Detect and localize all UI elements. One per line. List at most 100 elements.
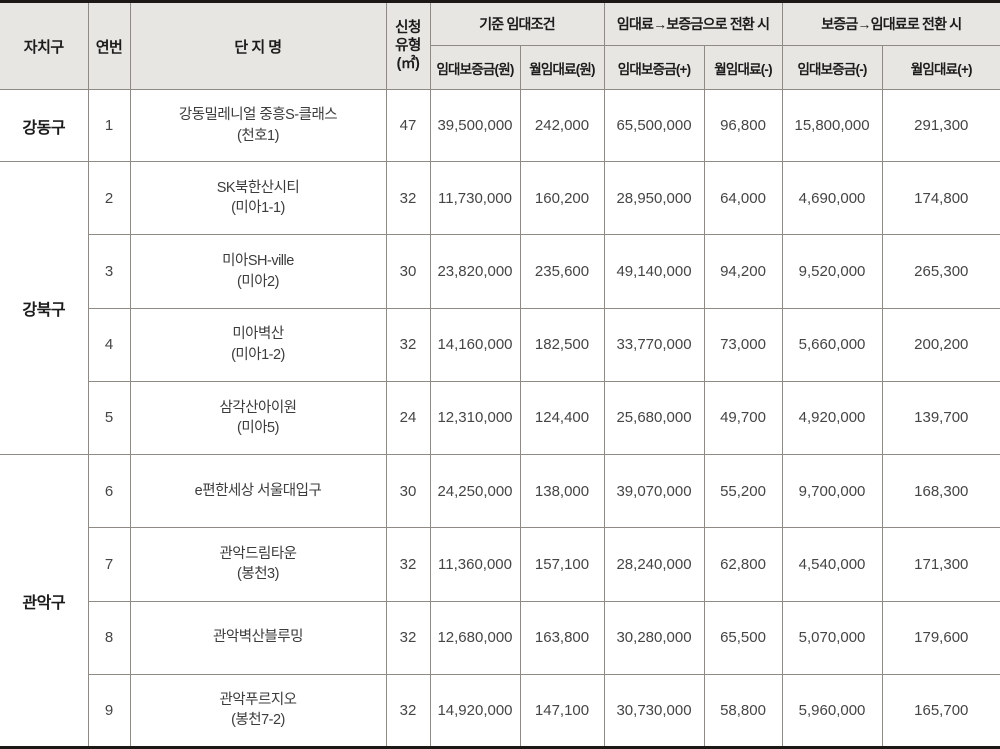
- cell-base-deposit: 11,730,000: [429, 161, 521, 236]
- cell-base-deposit: 24,250,000: [429, 454, 521, 529]
- cell-complex-name: e편한세상 서울대입구: [129, 454, 387, 529]
- cell-conv-deposit-plus: 39,070,000: [603, 454, 705, 529]
- cell-complex-name: 미아벽산 (미아1-2): [129, 307, 387, 382]
- cell-area-type: 47: [385, 88, 431, 163]
- cell-conv-deposit-plus: 28,950,000: [603, 161, 705, 236]
- cell-conv-rent-plus: 168,300: [881, 454, 1000, 529]
- cell-conv-deposit-minus: 9,520,000: [781, 234, 883, 309]
- header-conv-rent-minus: 월임대료(-): [703, 45, 783, 90]
- cell-base-deposit: 12,680,000: [429, 600, 521, 675]
- cell-row-number: 8: [87, 600, 131, 675]
- cell-conv-deposit-plus: 49,140,000: [603, 234, 705, 309]
- cell-complex-name: SK북한산시티 (미아1-1): [129, 161, 387, 236]
- cell-complex-name: 관악드림타운 (봉천3): [129, 527, 387, 602]
- table-row: 강동구 1 강동밀레니얼 중흥S-클래스 (천호1) 47 39,500,000…: [0, 88, 1000, 163]
- cell-row-number: 4: [87, 307, 131, 382]
- cell-base-rent: 235,600: [519, 234, 605, 309]
- cell-conv-deposit-minus: 5,070,000: [781, 600, 883, 675]
- cell-row-number: 9: [87, 673, 131, 749]
- cell-complex-name: 미아SH-ville (미아2): [129, 234, 387, 309]
- cell-area-type: 32: [385, 600, 431, 675]
- cell-area-type: 30: [385, 454, 431, 529]
- cell-conv-deposit-plus: 30,280,000: [603, 600, 705, 675]
- cell-conv-deposit-plus: 25,680,000: [603, 380, 705, 456]
- cell-conv-deposit-plus: 33,770,000: [603, 307, 705, 382]
- cell-area-type: 24: [385, 380, 431, 456]
- cell-base-rent: 138,000: [519, 454, 605, 529]
- cell-row-number: 6: [87, 454, 131, 529]
- cell-base-deposit: 39,500,000: [429, 88, 521, 163]
- header-conv-deposit-minus: 임대보증금(-): [781, 45, 883, 90]
- header-row-top: 자치구 연번 단 지 명 신청 유형 (㎡) 기준 임대조건 임대료→보증금으로…: [0, 1, 1000, 90]
- header-group-deposit-to-rent: 보증금→임대료로 전환 시: [781, 1, 1000, 46]
- cell-conv-rent-plus: 179,600: [881, 600, 1000, 675]
- table-row: 4 미아벽산 (미아1-2) 32 14,160,000 182,500 33,…: [0, 307, 1000, 382]
- cell-area-type: 32: [385, 673, 431, 749]
- cell-conv-deposit-minus: 4,920,000: [781, 380, 883, 456]
- cell-complex-name: 강동밀레니얼 중흥S-클래스 (천호1): [129, 88, 387, 163]
- cell-conv-deposit-minus: 15,800,000: [781, 88, 883, 163]
- header-row-sub: 임대보증금(원) 월임대료(원) 임대보증금(+) 월임대료(-) 임대보증금(…: [0, 45, 1000, 90]
- cell-conv-rent-plus: 165,700: [881, 673, 1000, 749]
- cell-base-rent: 242,000: [519, 88, 605, 163]
- cell-conv-rent-plus: 291,300: [881, 88, 1000, 163]
- cell-district: 관악구: [0, 454, 89, 748]
- cell-row-number: 2: [87, 161, 131, 236]
- cell-conv-rent-plus: 139,700: [881, 380, 1000, 456]
- table-row: 관악구 6 e편한세상 서울대입구 30 24,250,000 138,000 …: [0, 454, 1000, 748]
- header-base-deposit: 임대보증금(원): [429, 45, 521, 90]
- cell-area-type: 32: [385, 307, 431, 382]
- cell-complex-name: 관악푸르지오 (봉천7-2): [129, 673, 387, 749]
- cell-conv-rent-plus: 265,300: [881, 234, 1000, 309]
- cell-row-number: 7: [87, 527, 131, 602]
- cell-conv-rent-minus: 64,000: [703, 161, 783, 236]
- header-district: 자치구: [0, 1, 89, 90]
- cell-conv-deposit-plus: 65,500,000: [603, 88, 705, 163]
- table-header: 자치구 연번 단 지 명 신청 유형 (㎡) 기준 임대조건 임대료→보증금으로…: [0, 1, 1000, 90]
- cell-conv-deposit-minus: 4,540,000: [781, 527, 883, 602]
- cell-base-deposit: 11,360,000: [429, 527, 521, 602]
- cell-base-rent: 157,100: [519, 527, 605, 602]
- cell-conv-deposit-minus: 4,690,000: [781, 161, 883, 236]
- cell-row-number: 5: [87, 380, 131, 456]
- table-row: 3 미아SH-ville (미아2) 30 23,820,000 235,600…: [0, 234, 1000, 309]
- header-row-number: 연번: [87, 1, 131, 90]
- cell-conv-deposit-minus: 9,700,000: [781, 454, 883, 529]
- header-base-rent: 월임대료(원): [519, 45, 605, 90]
- cell-base-deposit: 14,920,000: [429, 673, 521, 749]
- cell-conv-rent-minus: 62,800: [703, 527, 783, 602]
- cell-district: 강북구: [0, 161, 89, 456]
- header-group-base-condition: 기준 임대조건: [429, 1, 605, 46]
- table-row: 강북구 2 SK북한산시티 (미아1-1) 32 11,730,000 160,…: [0, 161, 1000, 456]
- header-area-type: 신청 유형 (㎡): [385, 1, 431, 90]
- cell-district: 강동구: [0, 88, 89, 163]
- header-conv-deposit-plus: 임대보증금(+): [603, 45, 705, 90]
- cell-base-rent: 163,800: [519, 600, 605, 675]
- cell-area-type: 30: [385, 234, 431, 309]
- cell-complex-name: 삼각산아이원 (미아5): [129, 380, 387, 456]
- cell-conv-rent-plus: 174,800: [881, 161, 1000, 236]
- cell-conv-rent-plus: 200,200: [881, 307, 1000, 382]
- cell-base-rent: 124,400: [519, 380, 605, 456]
- cell-conv-rent-minus: 96,800: [703, 88, 783, 163]
- cell-base-deposit: 12,310,000: [429, 380, 521, 456]
- cell-area-type: 32: [385, 161, 431, 236]
- cell-conv-rent-minus: 73,000: [703, 307, 783, 382]
- cell-area-type: 32: [385, 527, 431, 602]
- cell-conv-rent-minus: 55,200: [703, 454, 783, 529]
- cell-conv-deposit-minus: 5,660,000: [781, 307, 883, 382]
- cell-conv-rent-minus: 58,800: [703, 673, 783, 749]
- header-complex-name: 단 지 명: [129, 1, 387, 90]
- table-body: 강동구 1 강동밀레니얼 중흥S-클래스 (천호1) 47 39,500,000…: [0, 88, 1000, 749]
- cell-complex-name: 관악벽산블루밍: [129, 600, 387, 675]
- table-row: 7 관악드림타운 (봉천3) 32 11,360,000 157,100 28,…: [0, 527, 1000, 602]
- cell-base-deposit: 14,160,000: [429, 307, 521, 382]
- cell-conv-rent-minus: 49,700: [703, 380, 783, 456]
- cell-base-deposit: 23,820,000: [429, 234, 521, 309]
- cell-conv-deposit-plus: 30,730,000: [603, 673, 705, 749]
- cell-conv-rent-plus: 171,300: [881, 527, 1000, 602]
- table-row: 5 삼각산아이원 (미아5) 24 12,310,000 124,400 25,…: [0, 380, 1000, 456]
- cell-base-rent: 147,100: [519, 673, 605, 749]
